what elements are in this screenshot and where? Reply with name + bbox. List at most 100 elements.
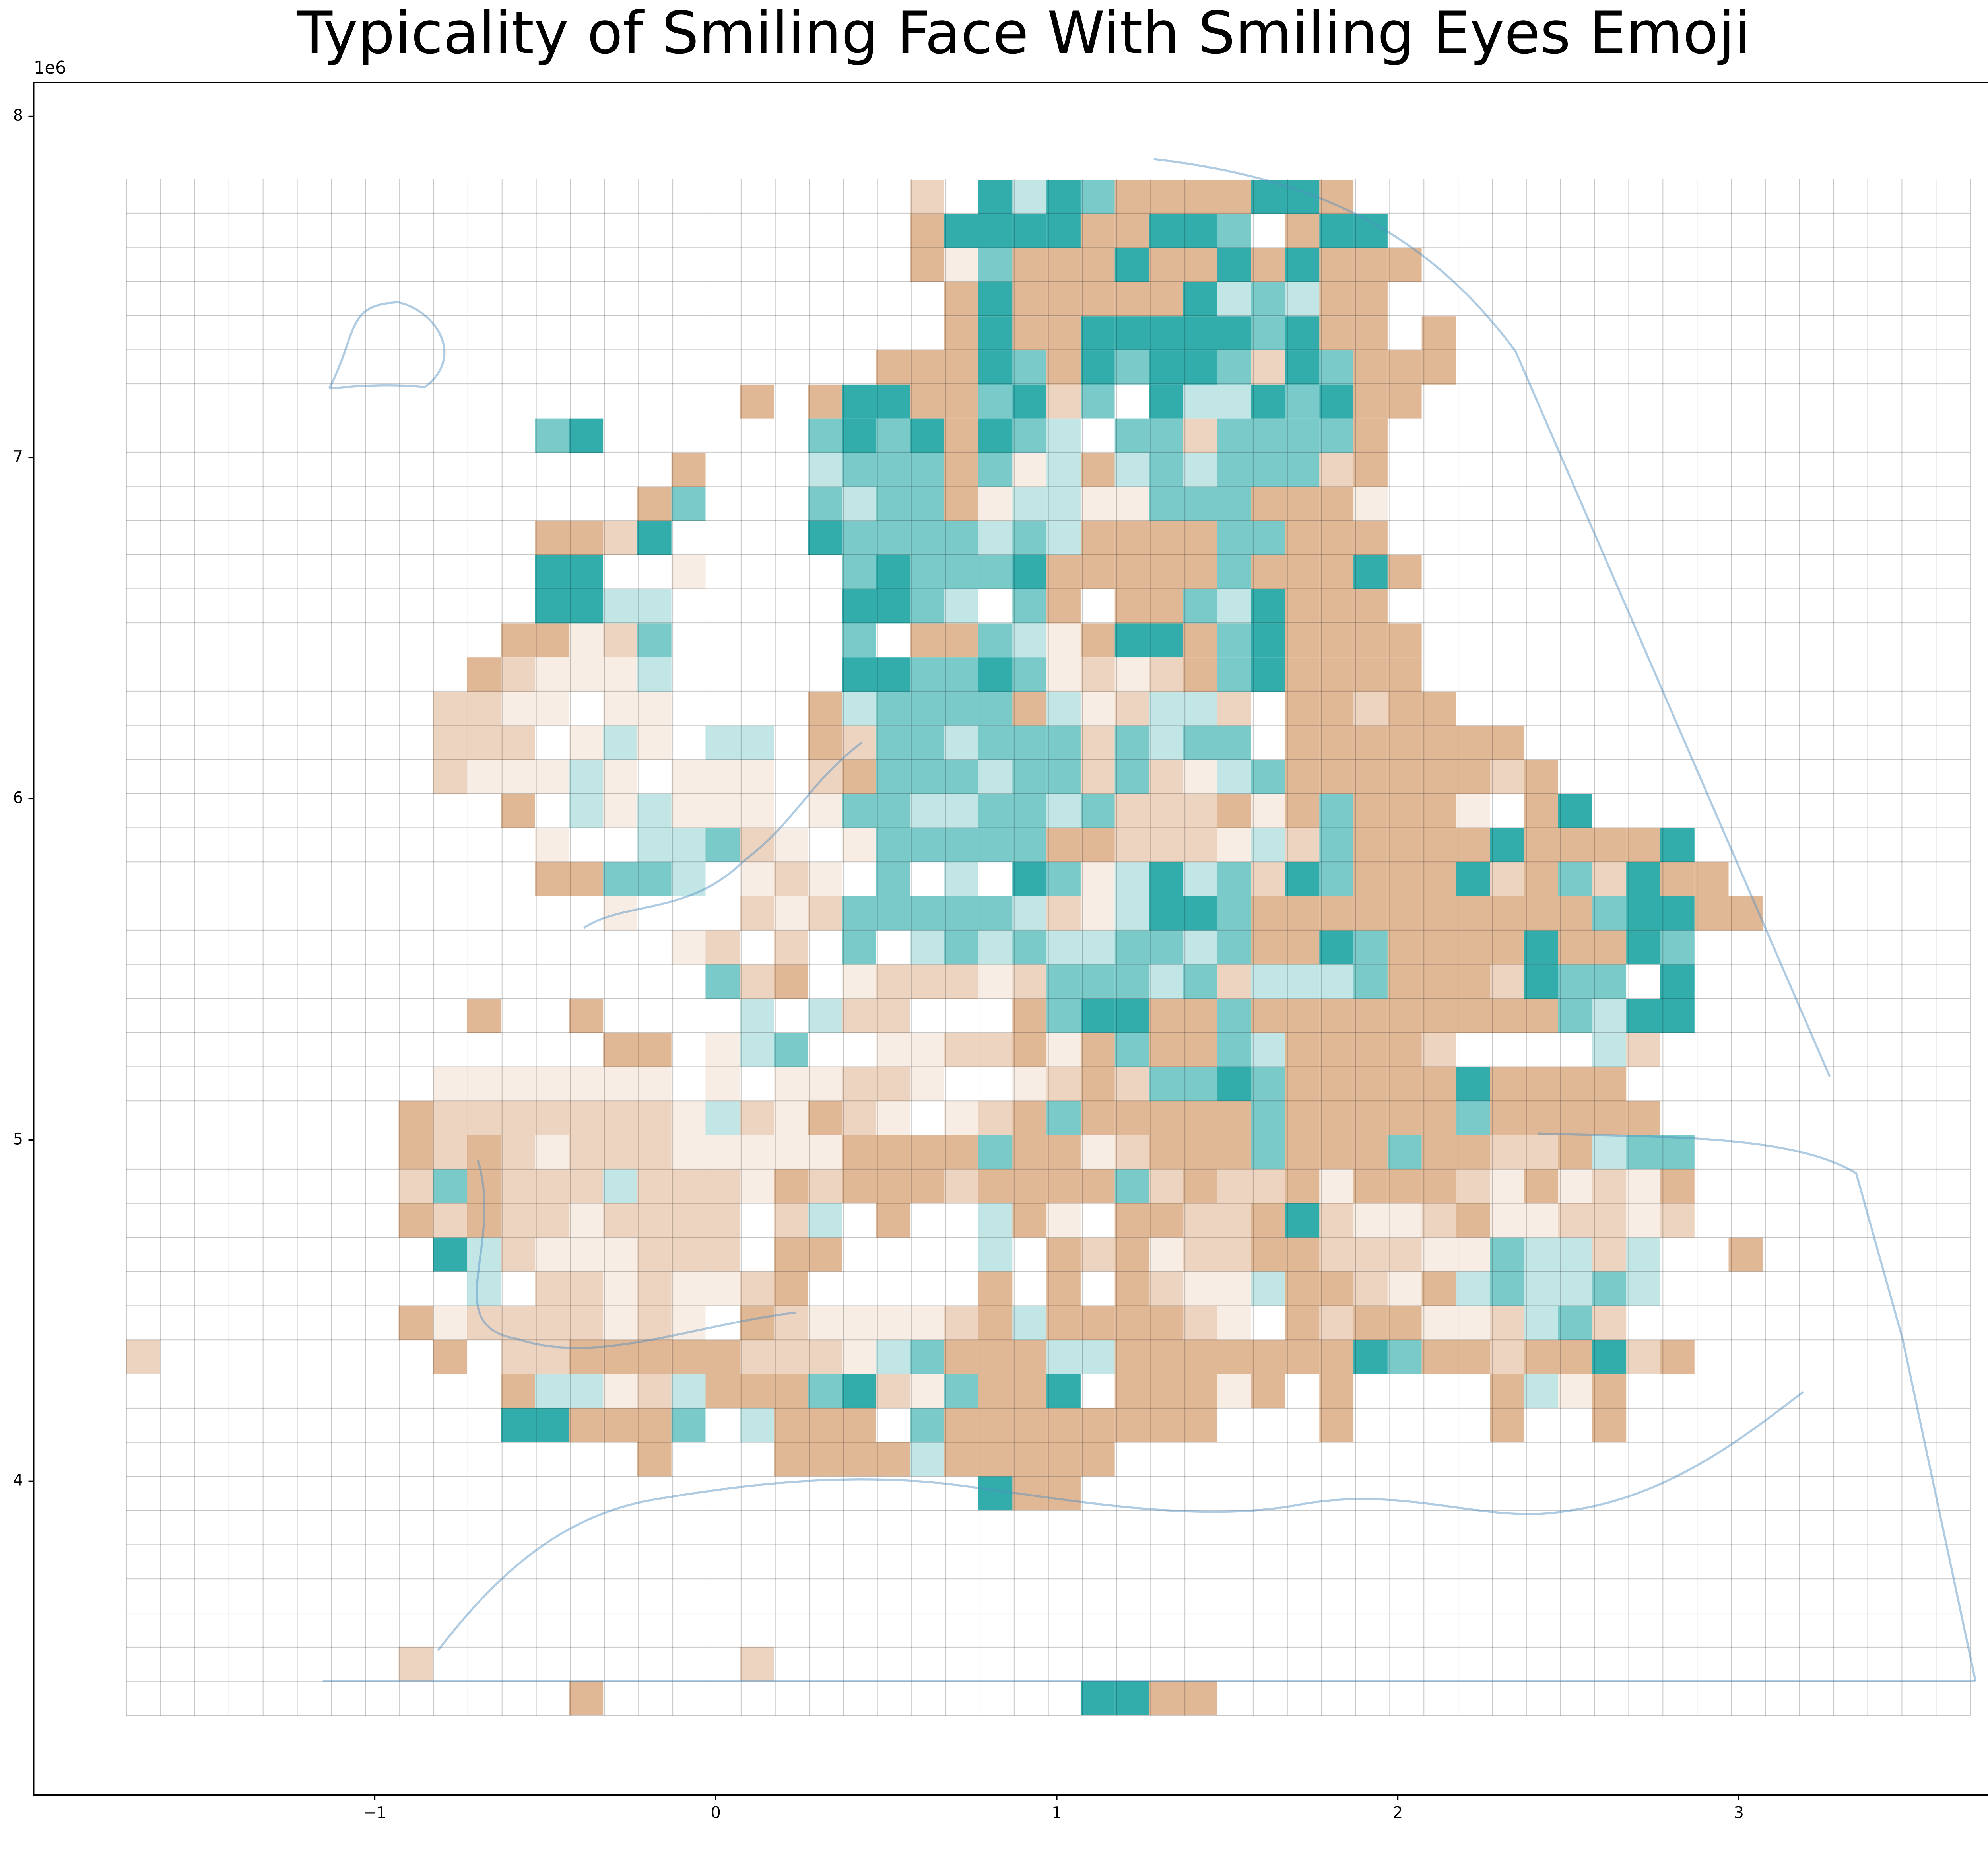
cell <box>1592 1237 1627 1272</box>
cell <box>467 692 501 726</box>
cell <box>433 725 467 760</box>
cell <box>1285 350 1320 385</box>
cell <box>1217 896 1251 931</box>
cell <box>1558 999 1592 1033</box>
cell <box>1319 657 1354 692</box>
cell <box>1046 180 1081 214</box>
cell <box>978 350 1013 385</box>
cell <box>978 1306 1013 1340</box>
cell <box>1114 453 1149 487</box>
cell <box>1217 214 1251 248</box>
cell <box>1285 1203 1320 1238</box>
cell <box>808 384 842 419</box>
cell <box>671 794 706 828</box>
cell <box>1046 384 1081 419</box>
cell <box>1626 964 1660 999</box>
cell <box>910 794 944 828</box>
cell <box>1012 1442 1047 1477</box>
cell <box>1183 350 1217 385</box>
cell <box>1046 896 1081 931</box>
cell <box>978 589 1013 624</box>
cell <box>740 930 774 965</box>
cell <box>705 760 740 794</box>
cell <box>1080 862 1115 896</box>
cell <box>910 896 944 931</box>
cell <box>944 692 978 726</box>
cell <box>1456 930 1490 965</box>
cell <box>1217 1237 1251 1272</box>
cell <box>910 1374 944 1408</box>
cell <box>842 794 876 828</box>
cell <box>603 930 637 965</box>
cell <box>1183 180 1217 214</box>
cell <box>1080 964 1115 999</box>
cell <box>740 1032 774 1067</box>
cell <box>740 1374 774 1408</box>
cell <box>1217 794 1251 828</box>
cell <box>1319 1032 1354 1067</box>
cell <box>1012 1340 1047 1374</box>
cell <box>637 1169 672 1203</box>
cell <box>1080 453 1115 487</box>
cell <box>1421 1067 1456 1101</box>
cell <box>535 1203 569 1238</box>
cell <box>910 999 944 1033</box>
cell <box>1149 453 1183 487</box>
cell <box>944 418 978 453</box>
cell <box>603 1374 637 1408</box>
cell <box>1558 1306 1592 1340</box>
cell <box>1660 964 1695 999</box>
cell <box>910 555 944 589</box>
cell <box>1149 930 1183 965</box>
cell <box>637 1306 672 1340</box>
cell <box>978 214 1013 248</box>
cell <box>467 1271 501 1306</box>
cell <box>910 214 944 248</box>
cell <box>398 1101 433 1135</box>
cell <box>1558 862 1592 896</box>
cell <box>808 725 842 760</box>
cell <box>467 1237 501 1272</box>
cell <box>1421 1169 1456 1203</box>
cell <box>1626 999 1660 1033</box>
cell <box>1285 1067 1320 1101</box>
cell <box>740 999 774 1033</box>
cell <box>705 1169 740 1203</box>
cell <box>705 1203 740 1238</box>
cell <box>876 1340 911 1374</box>
cell <box>1524 1374 1558 1408</box>
cell <box>1285 999 1320 1033</box>
cell <box>671 760 706 794</box>
cell <box>1217 555 1251 589</box>
cell <box>1217 1169 1251 1203</box>
cell <box>705 1135 740 1170</box>
cell <box>1114 282 1149 317</box>
cell <box>671 1408 706 1442</box>
cell <box>671 1340 706 1374</box>
cell <box>1012 760 1047 794</box>
cell <box>774 1135 808 1170</box>
cell <box>774 1203 808 1238</box>
cell <box>1046 1306 1081 1340</box>
cell <box>978 1271 1013 1306</box>
cell <box>637 1271 672 1306</box>
cell <box>978 623 1013 658</box>
cell <box>1183 623 1217 658</box>
cell <box>501 1306 535 1340</box>
cell <box>1353 214 1388 248</box>
cell <box>774 1067 808 1101</box>
cell <box>1490 1169 1524 1203</box>
cell <box>1217 316 1251 351</box>
cell <box>1080 1135 1115 1170</box>
cell <box>1558 1237 1592 1272</box>
cell <box>1183 248 1217 282</box>
cell <box>1285 453 1320 487</box>
cell <box>467 999 501 1033</box>
cell <box>1387 1271 1422 1306</box>
cell <box>1012 487 1047 521</box>
cell <box>910 1067 944 1101</box>
cell <box>467 760 501 794</box>
cell <box>876 487 911 521</box>
cell <box>1251 316 1285 351</box>
cell <box>842 964 876 999</box>
